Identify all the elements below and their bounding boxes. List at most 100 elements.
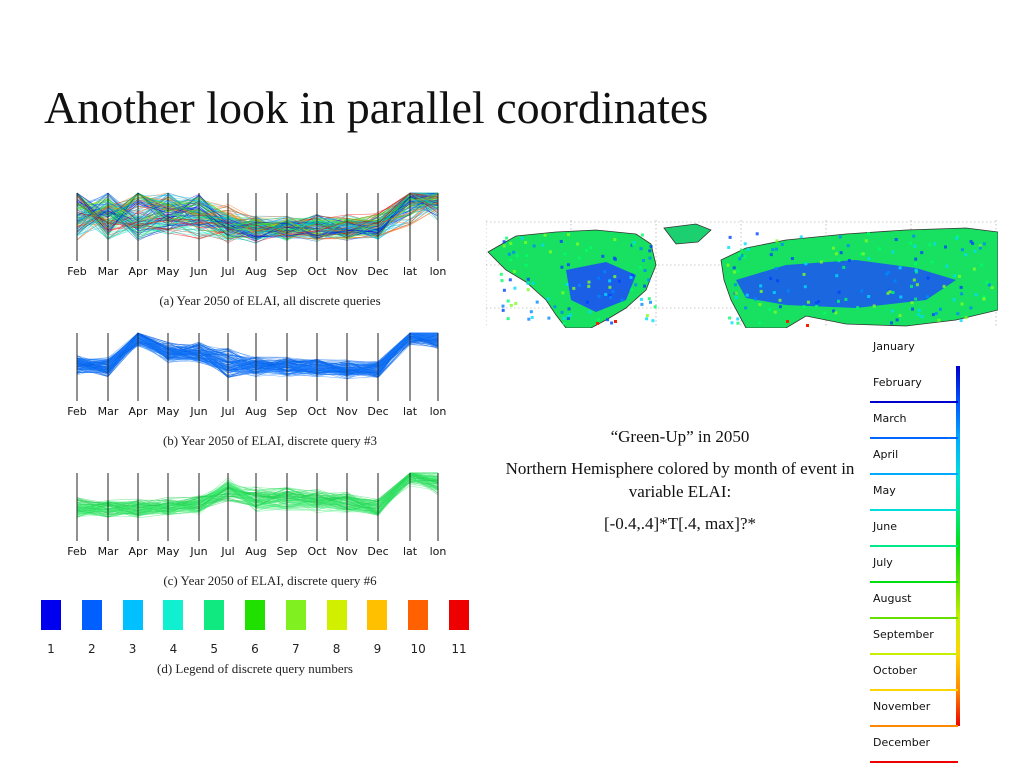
month-label-august: August <box>873 592 912 605</box>
legend-number-2: 2 <box>87 642 96 656</box>
legend-number-1: 1 <box>47 642 55 656</box>
month-scale-tick <box>870 761 958 763</box>
axis-label-lat: lat <box>402 265 418 278</box>
axis-label-dec: Dec <box>367 265 389 278</box>
axis-label-nov: Nov <box>336 265 358 278</box>
axis-label-jul: Jul <box>221 405 235 418</box>
month-color-scale: January February March April May June July Augu… <box>860 336 960 763</box>
legend-swatch-2 <box>81 600 102 630</box>
axis-label-lon: lon <box>429 405 447 418</box>
month-label-june: June <box>873 520 897 533</box>
legend-number-4: 4 <box>169 642 178 656</box>
axis-lines <box>76 333 439 401</box>
axis-label-nov: Nov <box>336 405 358 418</box>
month-label-july: July <box>873 556 893 569</box>
axis-label-jun: Jun <box>190 545 208 558</box>
month-label-may: May <box>873 484 896 497</box>
axis-label-sep: Sep <box>276 265 298 278</box>
month-label-march: March <box>873 412 907 425</box>
axis-lines <box>76 193 439 261</box>
text-line-query: [-0.4,.4]*T[.4, max]?* <box>603 514 756 533</box>
axis-label-aug: Aug <box>245 545 267 558</box>
legend-swatches: 1 2 3 4 5 6 7 8 9 10 11 <box>30 600 480 660</box>
axis-label-may: May <box>156 545 180 558</box>
axis-label-sep: Sep <box>276 545 298 558</box>
axis-label-feb: Feb <box>67 405 87 418</box>
axis-label-mar: Mar <box>97 545 119 558</box>
legend-swatch-6 <box>245 600 265 630</box>
axis-label-sep: Sep <box>276 405 298 418</box>
legend-swatch-11 <box>449 600 469 630</box>
month-scale-bar <box>956 366 960 726</box>
axis-label-may: May <box>156 265 180 278</box>
axis-label-lon: lon <box>429 265 447 278</box>
polyline-bundle <box>76 332 439 380</box>
parallel-plot-query-3: Feb Mar Apr May Jun Jul Aug Sep Oct Nov Dec lat lon … <box>60 325 480 455</box>
axis-label-nov: Nov <box>336 545 358 558</box>
axis-label-oct: Oct <box>307 405 327 418</box>
axis-label-aug: Aug <box>245 405 267 418</box>
axis-label-dec: Dec <box>367 545 389 558</box>
legend-number-8: 8 <box>332 642 341 656</box>
month-scale-tick <box>870 689 958 691</box>
map-speckle <box>499 232 994 327</box>
caption-a: (a) Year 2050 of ELAI, all discrete quer… <box>159 293 381 308</box>
axis-label-mar: Mar <box>97 405 119 418</box>
legend-number-9: 9 <box>373 642 382 656</box>
legend-number-10: 10 <box>410 642 426 656</box>
parallel-plot-query-6: Feb Mar Apr May Jun Jul Aug Sep Oct Nov Dec lat lon … <box>60 465 480 595</box>
month-scale-tick <box>870 545 958 547</box>
legend-number-7: 7 <box>291 642 300 656</box>
axis-lines <box>76 473 439 541</box>
axis-label-jul: Jul <box>221 265 235 278</box>
text-line-green-up: “Green-Up” in 2050 <box>610 427 750 446</box>
polyline-bundle <box>76 472 439 519</box>
axis-label-apr: Apr <box>128 265 148 278</box>
axis-label-apr: Apr <box>128 545 148 558</box>
axis-labels-b: Feb Mar Apr May Jun Jul Aug Sep Oct Nov Dec lat lon <box>60 405 480 423</box>
axis-label-oct: Oct <box>307 545 327 558</box>
axis-label-feb: Feb <box>67 265 87 278</box>
axis-label-jul: Jul <box>221 545 235 558</box>
map-land <box>487 223 998 328</box>
month-scale-tick <box>870 617 958 619</box>
month-label-september: September <box>873 628 934 641</box>
month-label-october: October <box>873 664 918 677</box>
parallel-plot-a-svg <box>76 192 439 261</box>
parallel-plot-c-svg <box>76 472 439 541</box>
legend-swatch-10 <box>408 600 429 630</box>
green-up-map <box>486 220 998 328</box>
month-scale-tick <box>870 725 958 727</box>
axis-label-may: May <box>156 405 180 418</box>
map-svg <box>486 220 998 328</box>
legend-swatch-9 <box>367 600 388 630</box>
slide-title: Another look in parallel coordinates <box>44 82 709 133</box>
axis-label-lat: lat <box>402 545 418 558</box>
month-label-january: January <box>873 340 915 353</box>
axis-label-feb: Feb <box>67 545 87 558</box>
legend-swatch-5 <box>204 600 225 630</box>
legend-number-11: 11 <box>451 642 467 656</box>
text-line-description: Northern Hemisphere colored by month of … <box>505 459 855 501</box>
month-scale-tick <box>870 509 958 511</box>
axis-label-mar: Mar <box>97 265 119 278</box>
parallel-plot-b-svg <box>76 332 439 401</box>
axis-label-lon: lon <box>429 545 447 558</box>
description-text: “Green-Up” in 2050 Northern Hemisphere c… <box>500 425 860 544</box>
legend-number-5: 5 <box>210 642 218 656</box>
month-label-november: November <box>873 700 931 713</box>
month-scale-tick <box>870 401 958 403</box>
month-label-april: April <box>873 448 899 461</box>
month-scale-tick <box>870 653 958 655</box>
legend-swatch-8 <box>326 600 347 630</box>
polyline-bundle <box>76 192 439 244</box>
caption-b: (b) Year 2050 of ELAI, discrete query #3 <box>162 433 378 448</box>
axis-labels-a: Feb Mar Apr May Jun Jul Aug Sep Oct Nov Dec lat lon <box>60 265 480 283</box>
axis-label-dec: Dec <box>367 405 389 418</box>
axis-label-aug: Aug <box>245 265 267 278</box>
axis-label-jun: Jun <box>190 265 208 278</box>
query-legend: 1 2 3 4 5 6 7 8 9 10 11 (d) Legend of discrete que… <box>30 595 480 685</box>
legend-swatch-3 <box>122 600 143 630</box>
legend-number-6: 6 <box>251 642 259 656</box>
month-scale-tick <box>870 437 958 439</box>
